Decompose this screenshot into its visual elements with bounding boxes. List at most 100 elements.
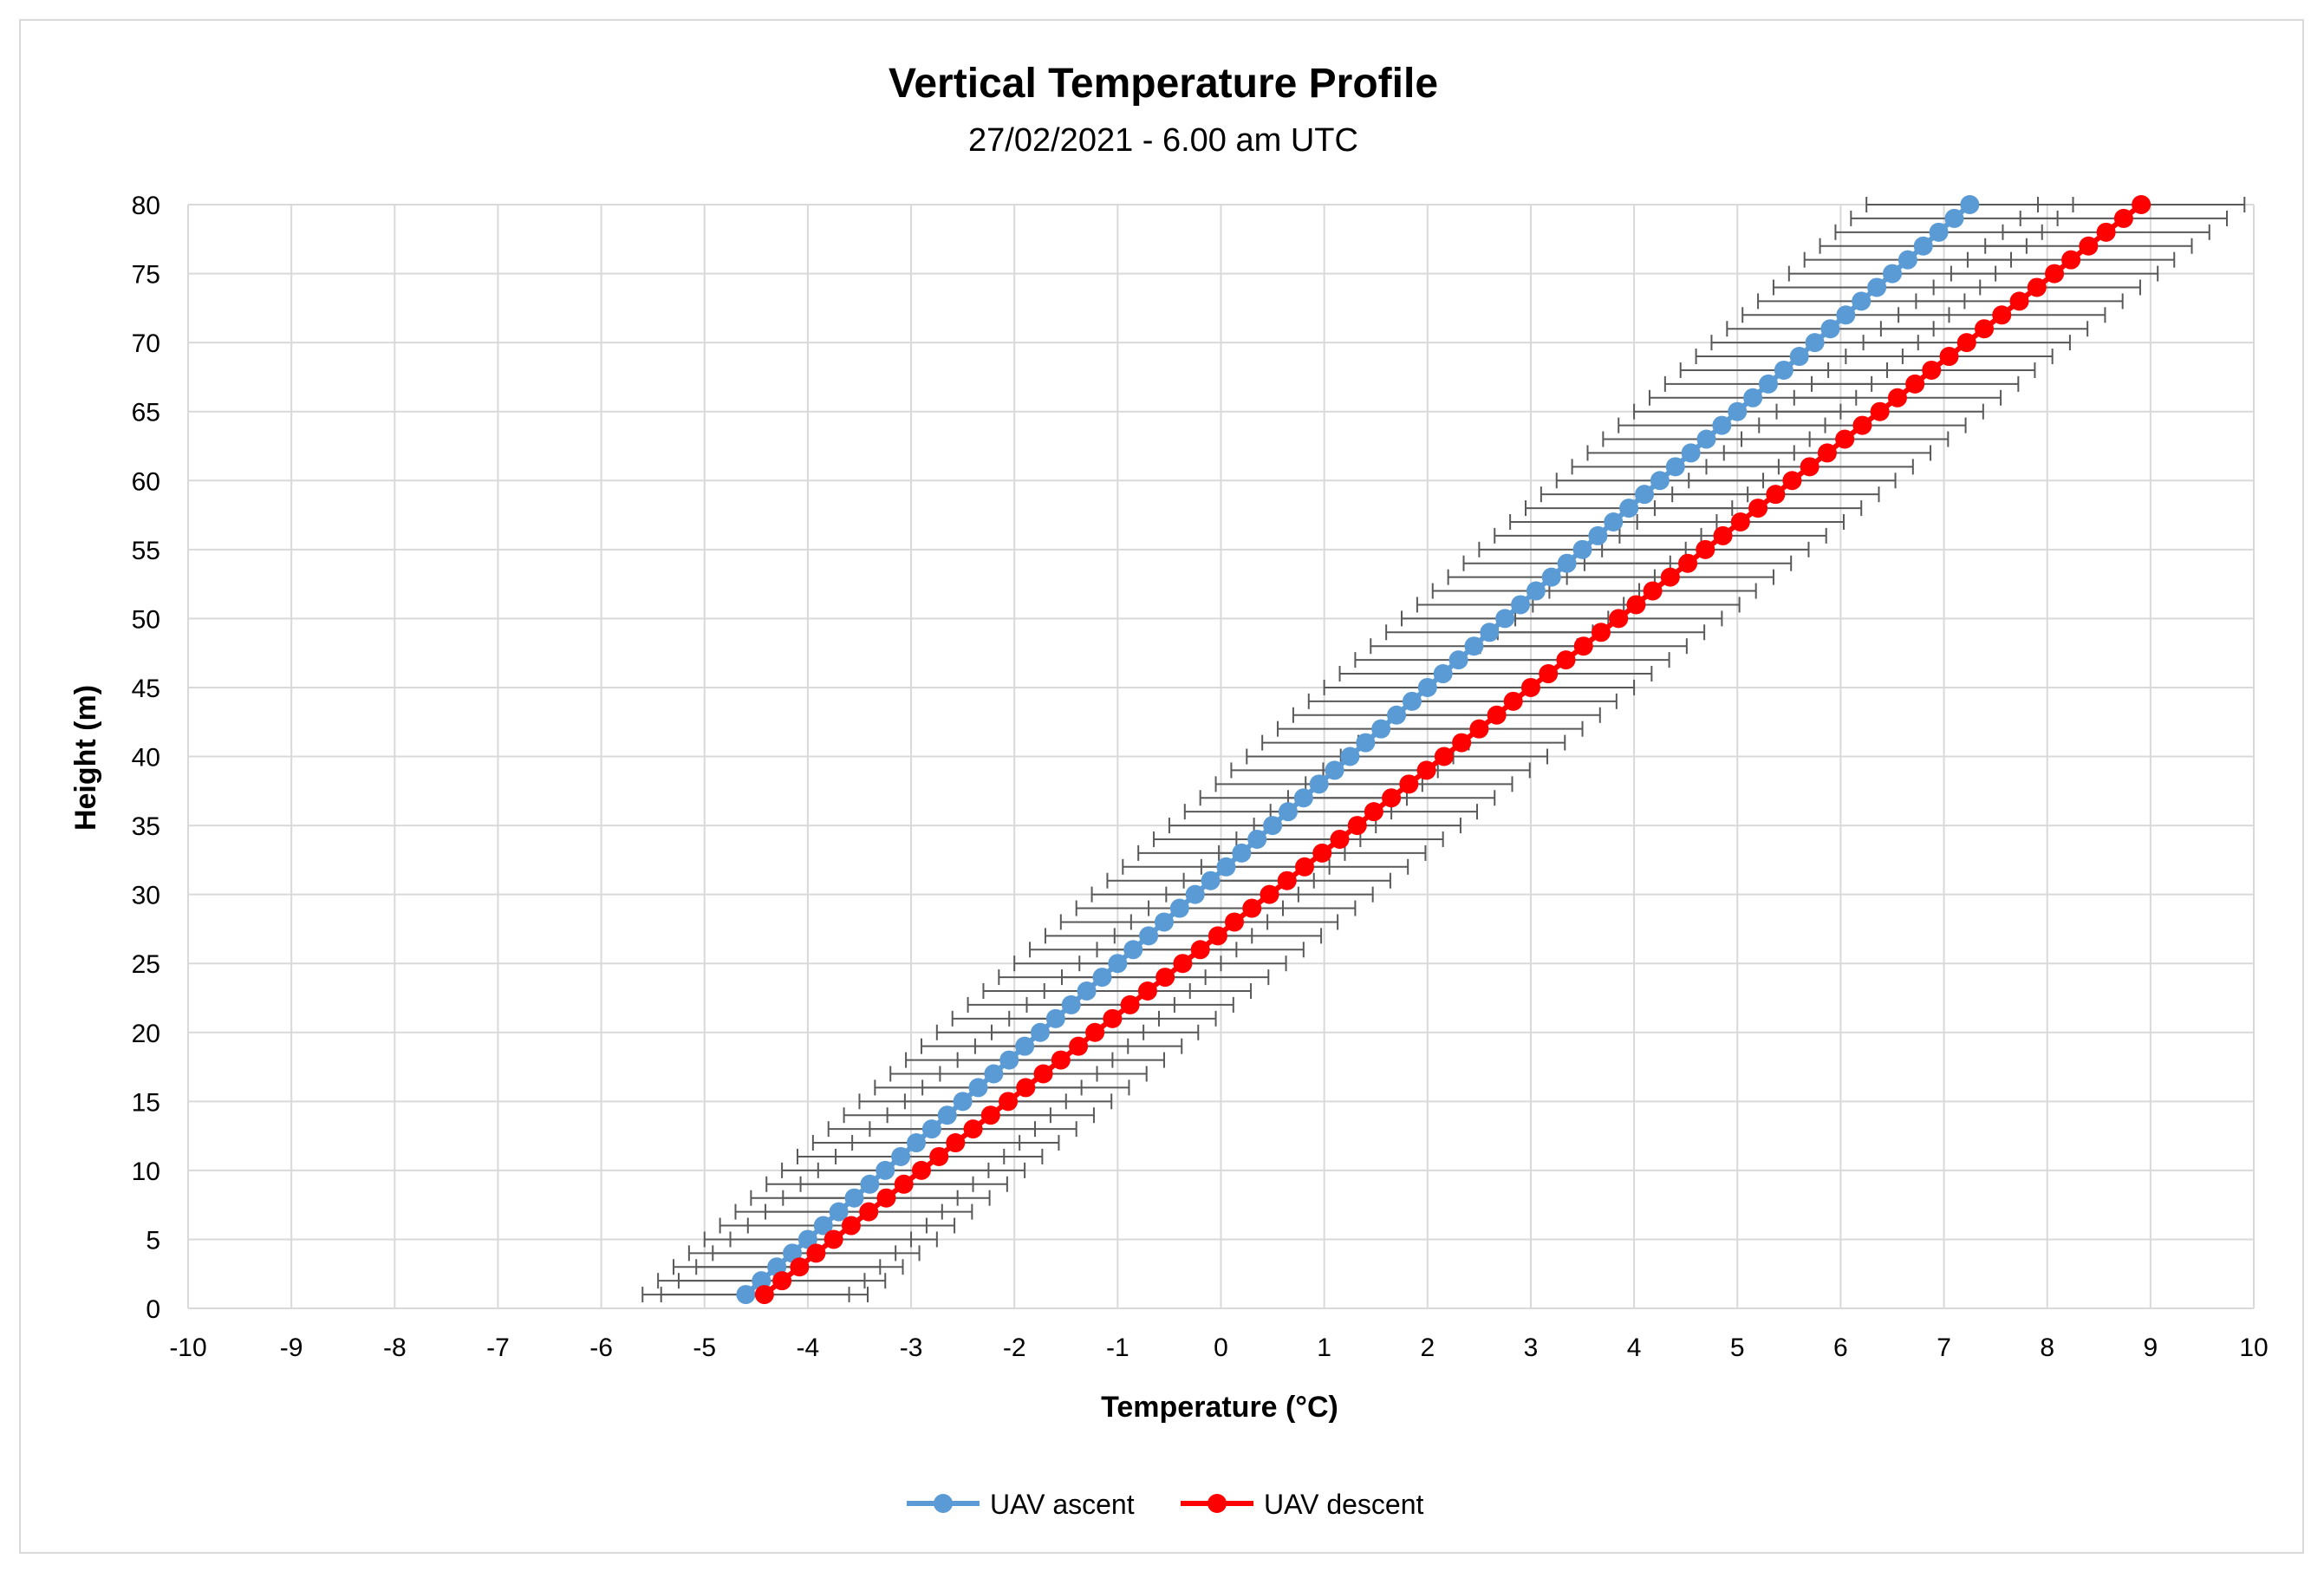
- data-point: [736, 1285, 756, 1305]
- data-point: [1382, 788, 1402, 808]
- data-point: [1416, 760, 1436, 780]
- data-point: [1526, 581, 1546, 601]
- data-point: [1887, 388, 1907, 408]
- data-point: [894, 1174, 914, 1194]
- series-layer: [736, 195, 2151, 1305]
- data-point: [1015, 1036, 1035, 1056]
- data-point: [1913, 236, 1933, 256]
- data-point: [963, 1119, 983, 1139]
- data-point: [1836, 305, 1856, 325]
- data-point: [1774, 360, 1793, 380]
- y-tick-label: 40: [132, 744, 160, 773]
- data-point: [1092, 968, 1112, 988]
- data-point: [980, 1105, 1000, 1125]
- data-point: [1123, 940, 1143, 960]
- data-point: [1520, 677, 1540, 697]
- data-point: [2079, 236, 2099, 256]
- data-point: [1309, 774, 1329, 794]
- x-tick-label: 10: [2239, 1333, 2268, 1362]
- y-tick-label: 55: [132, 537, 160, 565]
- data-point: [1975, 319, 1995, 339]
- data-point: [1293, 788, 1313, 808]
- x-tick-label: 4: [1627, 1333, 1642, 1362]
- data-point: [953, 1092, 973, 1112]
- data-point: [1108, 954, 1128, 974]
- x-tick-label: -10: [169, 1333, 206, 1362]
- data-point: [1817, 443, 1837, 463]
- data-point: [1402, 691, 1422, 711]
- data-point: [1643, 581, 1663, 601]
- data-point: [754, 1285, 774, 1305]
- chart-svg: Vertical Temperature Profile 27/02/2021 …: [69, 61, 2269, 1520]
- data-point: [1541, 567, 1561, 587]
- data-point: [1681, 443, 1701, 463]
- data-point: [1805, 333, 1825, 353]
- data-point: [806, 1243, 826, 1263]
- data-point: [1539, 664, 1559, 684]
- data-point: [1120, 994, 1140, 1014]
- data-point: [1016, 1078, 1036, 1098]
- y-tick-label: 75: [132, 261, 160, 290]
- data-point: [1387, 705, 1407, 725]
- data-point: [1480, 623, 1500, 642]
- data-point: [1867, 277, 1887, 297]
- data-point: [1820, 319, 1840, 339]
- x-tick-label: -6: [589, 1333, 613, 1362]
- x-tick-label: -3: [900, 1333, 923, 1362]
- data-point: [1696, 429, 1716, 449]
- data-point: [1278, 802, 1298, 822]
- data-point: [859, 1202, 879, 1222]
- y-tick-label: 80: [132, 192, 160, 220]
- data-point: [946, 1133, 966, 1153]
- legend-ascent-marker: [934, 1494, 953, 1513]
- data-point: [1330, 829, 1350, 849]
- data-point: [1434, 747, 1454, 766]
- data-point: [1758, 374, 1778, 394]
- data-point: [1103, 1008, 1123, 1028]
- data-point: [1469, 719, 1489, 739]
- data-point: [2096, 222, 2116, 242]
- data-point: [1511, 595, 1531, 615]
- x-tick-label: 5: [1730, 1333, 1745, 1362]
- data-point: [1452, 733, 1472, 753]
- data-point: [1882, 264, 1902, 284]
- data-point: [1665, 457, 1685, 477]
- data-point: [1635, 485, 1655, 505]
- data-point: [1139, 926, 1159, 946]
- data-point: [1730, 512, 1750, 531]
- data-point: [1045, 1008, 1065, 1028]
- data-point: [911, 1160, 931, 1180]
- data-point: [2027, 277, 2047, 297]
- data-point: [921, 1119, 941, 1139]
- data-point: [929, 1146, 949, 1166]
- tick-labels-layer: -10 -9 -8 -7 -6 -5 -4 -3 -2 -1 0 1 2 3 4 5 6 7 8 9 100510152…: [132, 192, 2269, 1362]
- data-point: [876, 1188, 896, 1208]
- data-point: [1417, 677, 1437, 697]
- data-point: [1619, 499, 1639, 518]
- y-tick-label: 0: [146, 1295, 160, 1324]
- data-point: [2132, 195, 2151, 214]
- data-point: [1190, 940, 1210, 960]
- x-tick-label: -4: [797, 1333, 820, 1362]
- data-point: [1356, 733, 1376, 753]
- x-tick-label: 2: [1420, 1333, 1435, 1362]
- data-point: [907, 1133, 927, 1153]
- x-tick-label: -2: [1003, 1333, 1026, 1362]
- data-point: [1766, 485, 1786, 505]
- data-point: [1325, 760, 1344, 780]
- data-point: [1201, 871, 1221, 890]
- x-tick-label: 6: [1833, 1333, 1848, 1362]
- data-point: [1696, 539, 1715, 559]
- data-point: [2009, 291, 2029, 311]
- data-point: [984, 1064, 1004, 1084]
- x-tick-label: 9: [2144, 1333, 2158, 1362]
- data-point: [1573, 636, 1593, 656]
- y-tick-label: 70: [132, 329, 160, 358]
- data-point: [1433, 664, 1453, 684]
- data-point: [1712, 415, 1732, 435]
- data-point: [1399, 774, 1419, 794]
- data-point: [1835, 429, 1855, 449]
- y-tick-label: 30: [132, 882, 160, 910]
- legend-ascent-label: UAV ascent: [990, 1489, 1135, 1520]
- chart-title: Vertical Temperature Profile: [889, 61, 1438, 107]
